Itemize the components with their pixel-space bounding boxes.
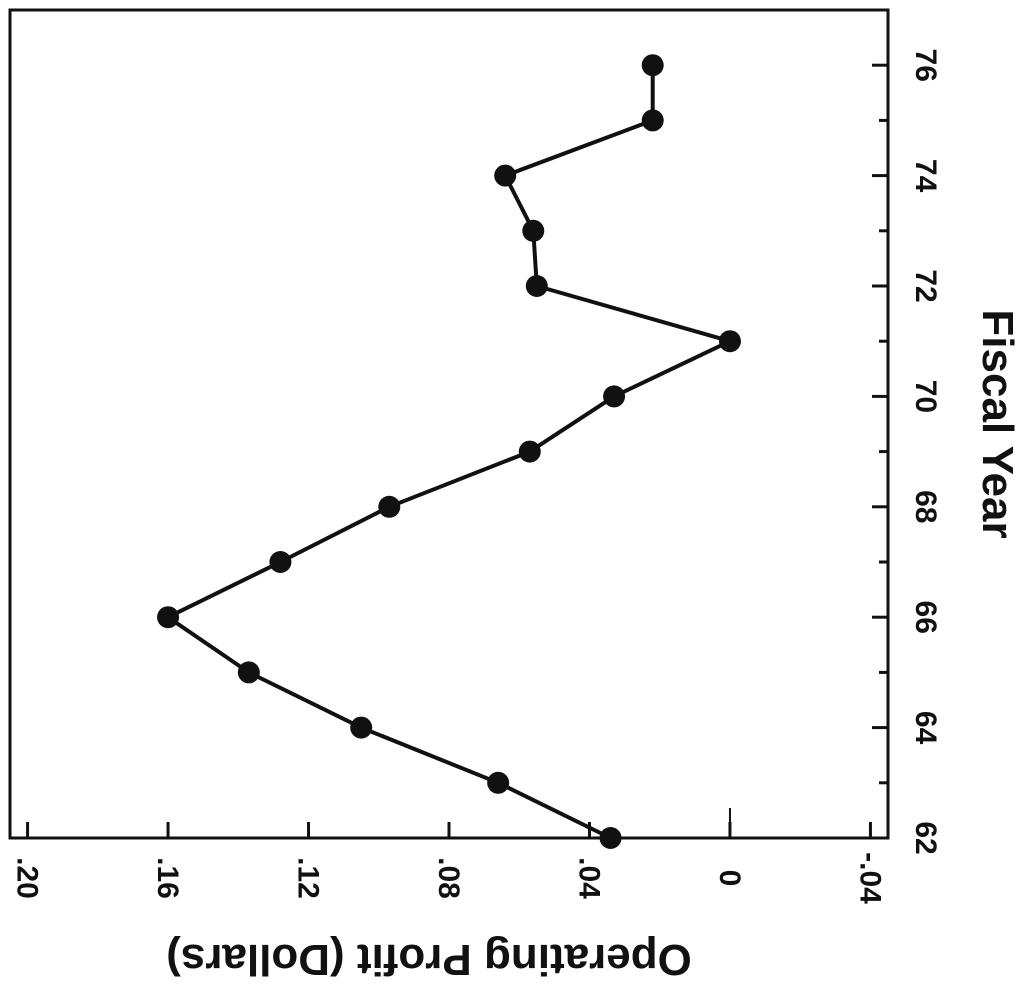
x-tick-label: 74	[909, 159, 942, 193]
y-tick-label: .16	[151, 857, 184, 899]
y-tick-label: .12	[292, 857, 325, 899]
x-tick-label: 62	[909, 821, 942, 854]
data-point	[599, 827, 622, 849]
y-tick-label: .04	[572, 857, 605, 899]
plot-frame	[8, 8, 890, 840]
y-tick-label: 0	[713, 870, 746, 887]
data-point	[237, 661, 260, 684]
y-axis-title: Operating Profit (Dollars)	[166, 935, 692, 984]
data-point	[378, 495, 401, 518]
data-point	[269, 551, 292, 573]
y-tick-label: .20	[11, 857, 44, 899]
y-tick-label: -.04	[853, 852, 886, 904]
x-tick-label: 66	[909, 601, 942, 634]
x-tick-label: 70	[909, 380, 942, 413]
data-point	[522, 219, 545, 242]
data-point	[157, 606, 180, 629]
x-axis-title: Fiscal Year	[973, 309, 1018, 538]
x-tick-label: 72	[909, 269, 942, 302]
data-point	[525, 275, 548, 297]
x-tick-labels: 62 64 66 68 70 72 74 76	[909, 49, 942, 855]
y-tick-labels: .20 .16 .12 .08 .04 0 -.04	[11, 852, 887, 904]
data-point	[603, 385, 626, 408]
data-point	[350, 716, 373, 739]
x-axis-ticks	[872, 8, 888, 840]
x-tick-label: 68	[909, 490, 942, 523]
data-point	[641, 109, 664, 132]
data-point	[487, 771, 510, 794]
plot-area	[8, 8, 890, 849]
data-point	[494, 164, 517, 187]
data-point	[718, 330, 741, 353]
y-axis-ticks	[26, 822, 872, 838]
x-tick-label: 76	[909, 49, 942, 82]
x-tick-label: 64	[909, 711, 942, 745]
data-point	[518, 440, 541, 463]
data-point	[641, 54, 664, 77]
y-tick-label: .08	[432, 857, 465, 899]
series-line	[166, 65, 732, 840]
series-markers	[157, 54, 741, 849]
